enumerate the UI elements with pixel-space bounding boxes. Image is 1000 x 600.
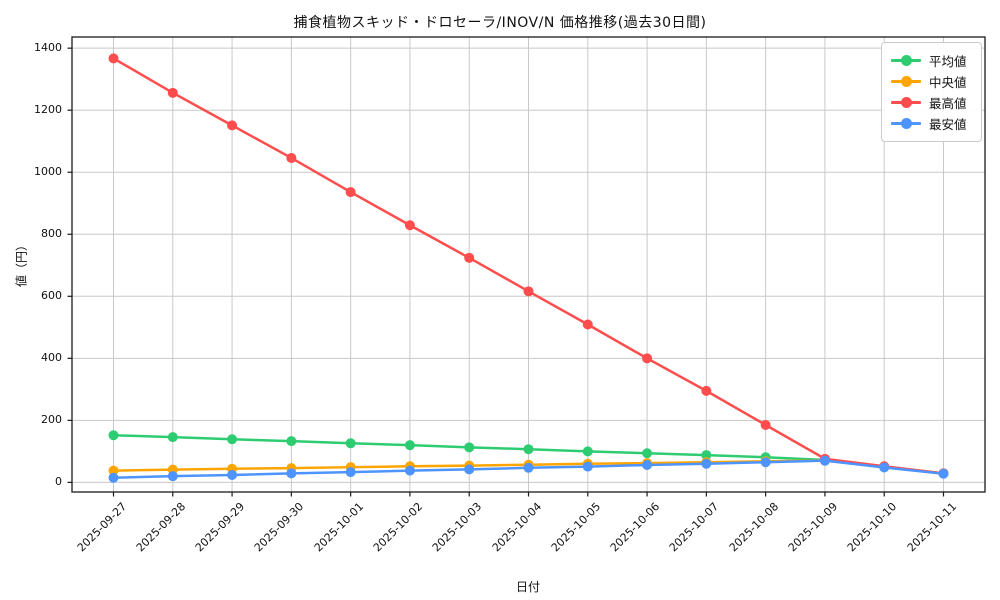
data-point-最高値 — [227, 120, 238, 131]
legend-label: 中央値 — [929, 75, 967, 90]
data-point-最高値 — [404, 220, 415, 231]
data-point-最安値 — [167, 471, 178, 482]
y-tick-label: 0 — [55, 475, 62, 489]
data-point-最安値 — [523, 462, 534, 473]
y-tick-label: 1200 — [34, 103, 62, 117]
legend-marker-icon — [891, 55, 921, 66]
data-point-最安値 — [879, 462, 890, 473]
data-point-中央値 — [108, 465, 119, 476]
legend-item-最高値: 最高値 — [891, 92, 971, 113]
data-point-平均値 — [701, 450, 712, 461]
data-point-最高値 — [582, 319, 593, 330]
data-point-平均値 — [404, 440, 415, 451]
data-point-平均値 — [108, 430, 119, 441]
data-point-最安値 — [701, 458, 712, 469]
data-point-最安値 — [819, 455, 830, 466]
data-point-最安値 — [345, 467, 356, 478]
data-point-最高値 — [464, 252, 475, 263]
data-point-最安値 — [286, 468, 297, 479]
legend-label: 平均値 — [929, 54, 967, 69]
legend-item-最安値: 最安値 — [891, 113, 971, 134]
legend-marker-icon — [891, 76, 921, 87]
y-tick-label: 200 — [41, 413, 62, 427]
data-point-最高値 — [286, 152, 297, 163]
legend-label: 最安値 — [929, 117, 967, 132]
data-point-平均値 — [227, 434, 238, 445]
data-point-最高値 — [523, 286, 534, 297]
legend-marker-icon — [891, 118, 921, 129]
data-point-最安値 — [760, 457, 771, 468]
data-point-平均値 — [286, 436, 297, 447]
data-point-平均値 — [582, 446, 593, 457]
data-point-平均値 — [345, 438, 356, 449]
data-point-平均値 — [464, 442, 475, 453]
data-point-最安値 — [108, 472, 119, 483]
x-axis-label: 日付 — [515, 580, 541, 594]
data-point-平均値 — [523, 444, 534, 455]
legend-item-中央値: 中央値 — [891, 71, 971, 92]
data-point-平均値 — [642, 448, 653, 459]
y-tick-label: 1400 — [34, 41, 62, 55]
legend: 平均値中央値最高値最安値 — [881, 42, 982, 142]
data-point-最安値 — [582, 461, 593, 472]
y-tick-label: 600 — [41, 289, 62, 303]
data-point-最高値 — [642, 353, 653, 364]
legend-label: 最高値 — [929, 96, 967, 111]
data-point-最高値 — [108, 53, 119, 64]
legend-marker-icon — [891, 97, 921, 108]
data-point-最安値 — [642, 460, 653, 471]
y-tick-label: 800 — [41, 227, 62, 241]
y-tick-label: 400 — [41, 351, 62, 365]
data-point-最安値 — [227, 469, 238, 480]
chart-title: 捕食植物スキッド・ドロセーラ/INOV/N 価格推移(過去30日間) — [293, 15, 707, 31]
y-tick-label: 1000 — [34, 165, 62, 179]
data-point-最高値 — [167, 87, 178, 98]
legend-item-平均値: 平均値 — [891, 50, 971, 71]
data-point-最高値 — [345, 187, 356, 198]
data-point-平均値 — [167, 432, 178, 443]
data-point-最安値 — [938, 468, 949, 479]
data-point-最高値 — [701, 385, 712, 396]
data-point-最高値 — [760, 420, 771, 431]
data-point-最安値 — [464, 464, 475, 475]
data-point-最安値 — [404, 465, 415, 476]
